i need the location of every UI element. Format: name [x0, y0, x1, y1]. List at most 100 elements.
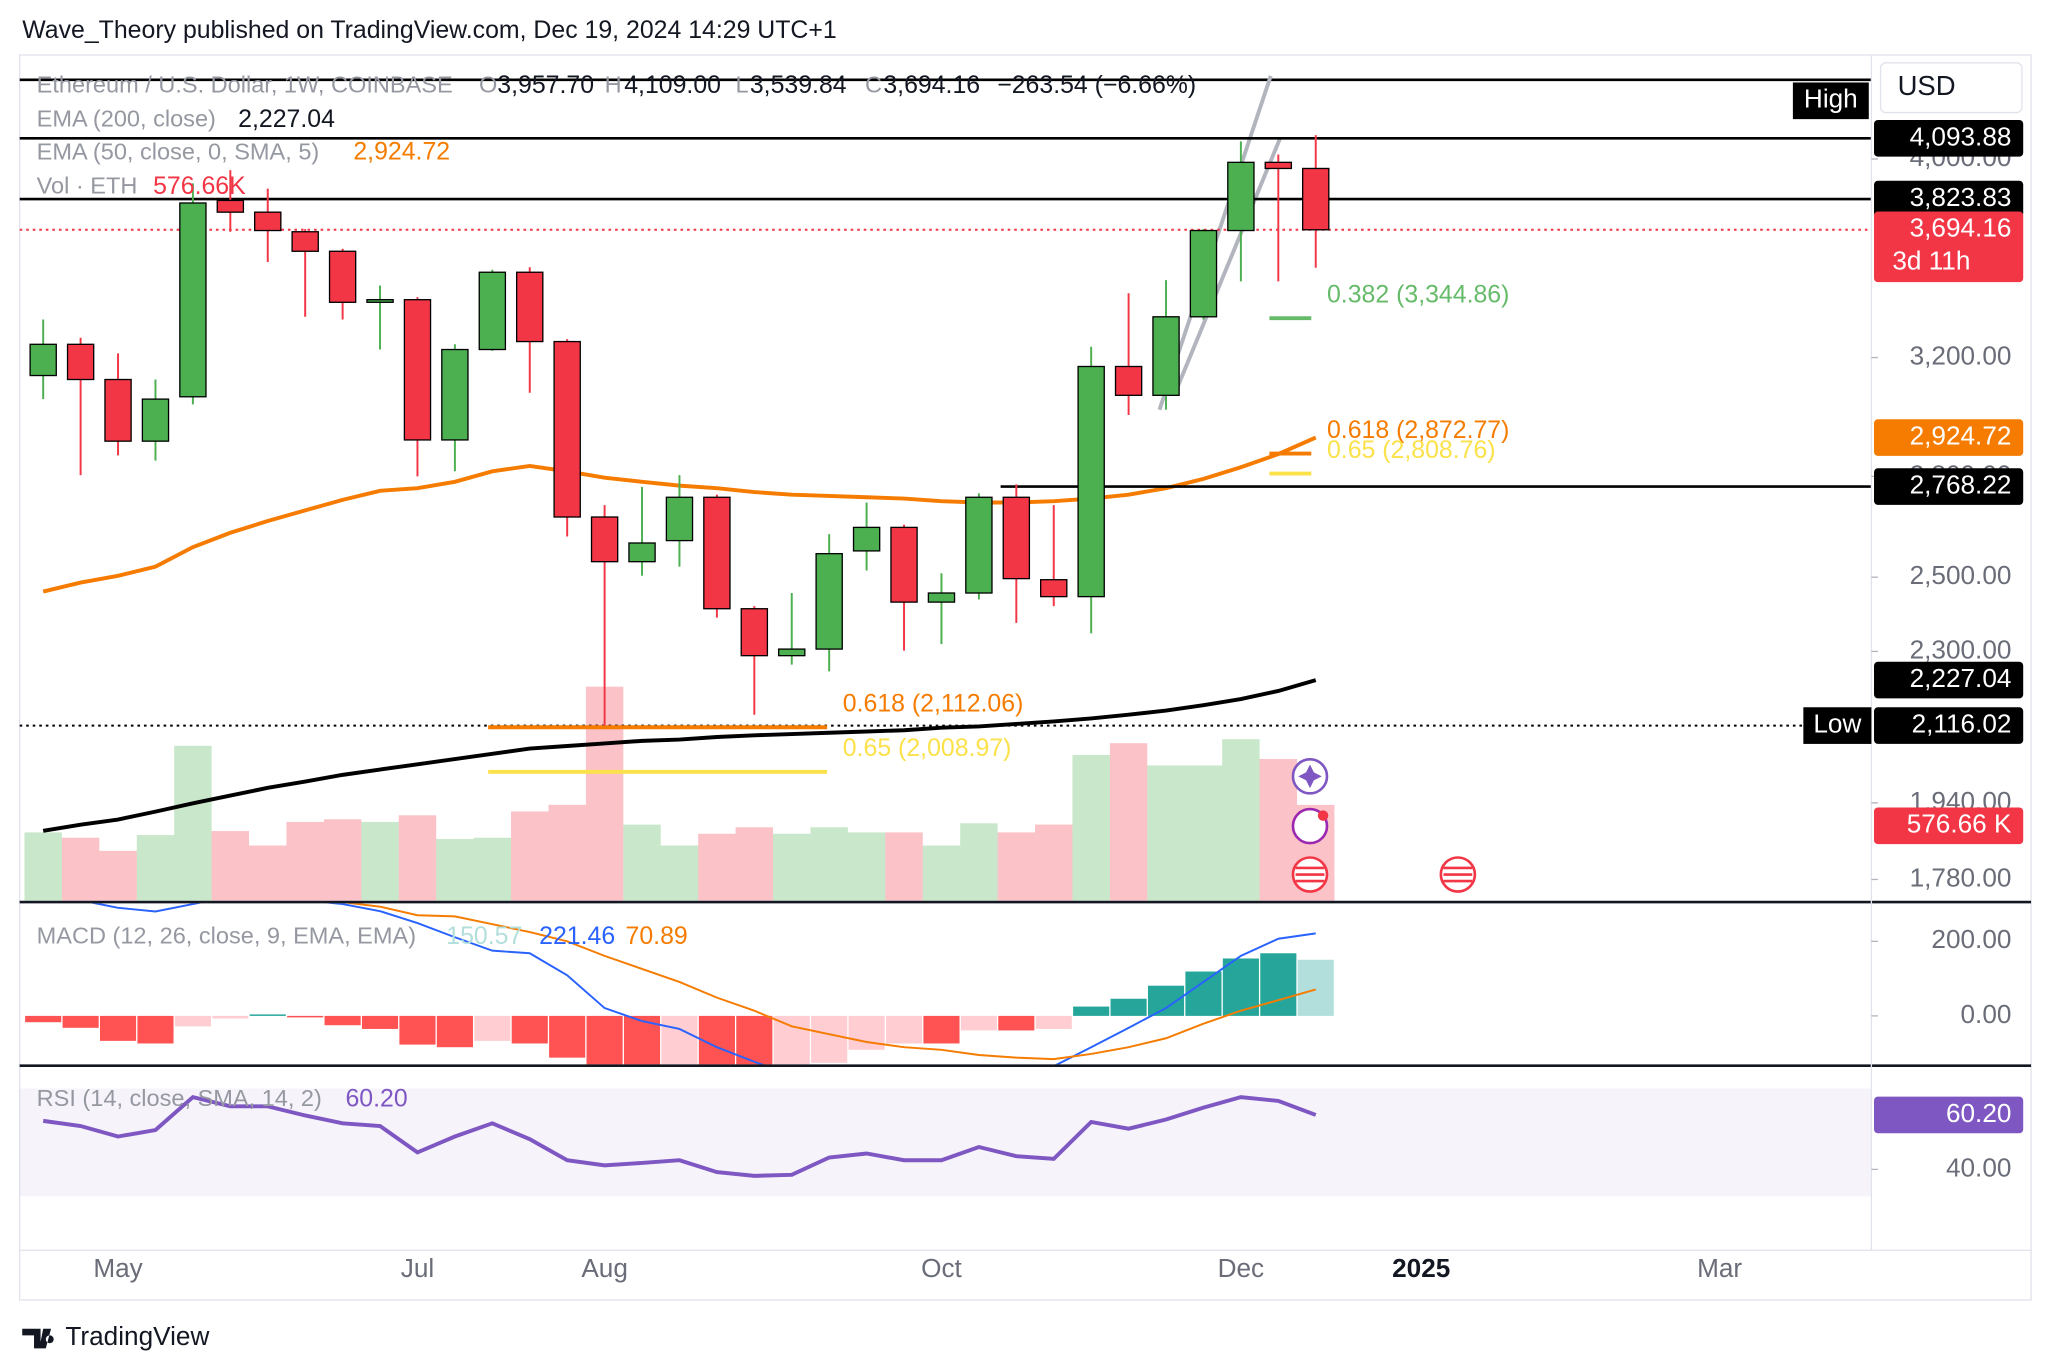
candle-body [1189, 229, 1218, 318]
volume-bar [960, 823, 998, 901]
fib-label: 0.65 (2,808.76) [1327, 436, 1496, 464]
fib-label: 0.618 (2,872.77) [1327, 416, 1509, 444]
volume-bar [1184, 765, 1223, 901]
overlay-layer: 0.382 (3,344.86)0.618 (2,872.77)0.65 (2,… [19, 75, 1872, 833]
rsi-value: 60.20 [345, 1084, 407, 1112]
volume-bar [1259, 758, 1298, 901]
volume-bar [773, 833, 811, 901]
volume-axis-label-box [1874, 807, 2024, 845]
macd-hist-bar [773, 1015, 810, 1065]
countdown-label: 3d 11h [1892, 245, 1970, 275]
event-icons [1291, 758, 1477, 893]
candle-body [890, 526, 918, 603]
price-label: 3,823.83 [1910, 182, 2012, 212]
price-axis: 4,000.003,200.002,800.002,500.002,300.00… [1803, 120, 2024, 1182]
volume-bar [436, 839, 474, 901]
candle-body [553, 340, 581, 518]
volume-bar [323, 819, 362, 901]
candle-body [254, 211, 282, 232]
macd-hist-value: 150.57 [446, 922, 522, 950]
macd-hist-bar [399, 1015, 436, 1045]
rsi-axis-label: 60.20 [1946, 1098, 2011, 1128]
volume-bar [511, 811, 549, 901]
price-label-box [1874, 180, 2024, 218]
candle-body [665, 496, 694, 542]
logo-mark [22, 1328, 54, 1349]
fib-label: 0.618 (2,112.06) [843, 690, 1024, 718]
macd-hist-bar [174, 1015, 211, 1027]
ohlc-value: 4,109.00 [624, 71, 721, 99]
high-tag: High [1804, 84, 1858, 114]
candle-body [1301, 167, 1330, 231]
high-tag-box [1792, 82, 1869, 120]
volume-bar [99, 850, 137, 901]
rsi-band [19, 1088, 1872, 1197]
volume-bar [922, 845, 961, 901]
event-icon-dot [1317, 810, 1329, 821]
ema50-name: EMA (50, close, 0, SMA, 5) [37, 138, 320, 164]
macd-hist-bar [1185, 971, 1222, 1016]
macd-hist-bar [1147, 985, 1185, 1016]
candle-body [1040, 579, 1068, 598]
macd-layer [25, 903, 1334, 1065]
macd-hist-bar [586, 1015, 623, 1065]
symbol: Ethereum / U.S. Dollar, 1W, COINBASE [37, 72, 453, 98]
rsi-layer [19, 1088, 1872, 1197]
candle-body [141, 398, 170, 442]
macd-hist-bar [736, 1015, 773, 1065]
macd-hist-bar [661, 1015, 698, 1065]
volume-bar [24, 832, 62, 901]
x-tick-label: Mar [1697, 1253, 1742, 1283]
ema200-axis-label: 2,227.04 [1910, 663, 2012, 693]
rsi-axis-label-box [1874, 1096, 2024, 1134]
rsi-name: RSI (14, close, SMA, 14, 2) [37, 1085, 322, 1111]
macd-hist-bar [212, 1015, 249, 1019]
channel-line [1173, 138, 1282, 394]
ema200-axis-label-box [1874, 661, 2024, 699]
candle-body [66, 343, 95, 381]
volume-bar [136, 835, 175, 901]
candle-body [179, 202, 207, 398]
ohlc-value: 3,957.70 [497, 71, 594, 99]
volume-bar [361, 821, 399, 901]
macd-hist-bar [436, 1015, 473, 1048]
macd-hist-bar [1035, 1015, 1072, 1029]
fib-label: 0.65 (2,008.97) [843, 734, 1012, 762]
low-tag: Low [1813, 708, 1861, 738]
volume-bar [810, 827, 848, 901]
candle-body [104, 378, 132, 442]
ohlc-value: 3,539.84 [750, 71, 847, 99]
price-label: 2,768.22 [1910, 469, 2012, 499]
macd-hist-bar [1110, 998, 1147, 1016]
publisher-header: Wave_Theory published on TradingView.com… [22, 16, 836, 44]
event-icon-star [1298, 764, 1322, 789]
candle-body [965, 496, 993, 594]
ohlc-value: 3,694.16 [883, 71, 980, 99]
currency: USD [1898, 70, 1956, 101]
ema50-value: 2,924.72 [353, 138, 450, 166]
candle-body [778, 648, 806, 657]
ema50-axis-label: 2,924.72 [1910, 420, 2012, 450]
candle-body [740, 608, 769, 657]
macd-hist-bar [511, 1015, 548, 1044]
candle-layer [29, 135, 1330, 726]
candle-body [1227, 161, 1255, 232]
ohlc-key: O [479, 72, 497, 98]
candle-body [478, 271, 507, 351]
price-label: 2,116.02 [1912, 708, 2012, 738]
event-icon-flag [1443, 866, 1473, 883]
currency-box[interactable] [1879, 62, 2023, 114]
signal-value: 70.89 [626, 922, 688, 950]
candle-body [628, 542, 656, 563]
x-tick-label: Oct [921, 1253, 962, 1283]
macd-hist-bar [1297, 959, 1334, 1016]
volume-bar [997, 832, 1036, 901]
macd-hist-bar [324, 1015, 361, 1026]
candle-body [1264, 161, 1293, 170]
candle-body [1077, 365, 1105, 598]
fib-label: 0.382 (3,344.86) [1327, 280, 1509, 308]
candle-body [29, 343, 57, 377]
candle-body [516, 271, 544, 343]
